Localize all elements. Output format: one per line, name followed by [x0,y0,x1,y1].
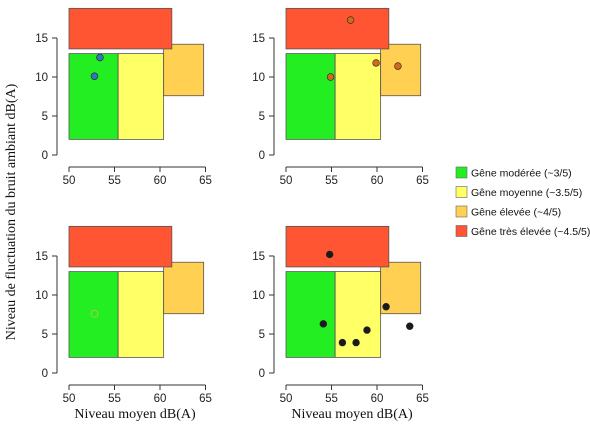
x-tick-label: 55 [325,175,338,187]
data-point [394,62,402,70]
legend-label: Gêne moyenne (~3.5/5) [471,187,582,199]
y-tick-label: 5 [259,111,265,123]
zone-moderate [285,271,336,358]
zone-high [163,261,205,315]
x-tick-label: 60 [154,175,167,187]
legend-swatch [455,225,468,237]
legend-swatch [455,166,468,179]
panel-top-left: 50 55 60 65 0 5 10 15 [35,7,212,187]
legend-swatch [455,186,468,198]
legend: Gêne modérée (~3/5) Gêne moyenne (~3.5/5)… [455,166,590,238]
legend-label: Gêne élevée (~4/5) [471,207,561,219]
panel-bottom-left: 50 55 60 65 0 5 10 15 [35,225,212,405]
x-tick-label: 50 [280,393,293,405]
x-axis-label-right: Niveau moyen dB(A) [291,407,413,422]
x-tick-label: 55 [108,175,121,187]
y-tick-label: 10 [35,290,48,302]
zone-veryhigh [68,225,173,268]
y-tick-label: 0 [42,150,48,162]
data-point [90,72,99,80]
x-axis-label-left: Niveau moyen dB(A) [74,407,196,422]
data-point [325,250,334,259]
x-tick-label: 55 [108,393,121,405]
y-tick-label: 15 [35,251,48,263]
data-point [90,309,99,318]
y-tick-label: 0 [259,368,265,380]
y-tick-label: 5 [259,329,265,341]
zone-moderate [68,53,119,140]
panel-top-right: 50 55 60 65 0 5 10 15 [252,7,429,187]
zone-veryhigh [285,7,390,50]
data-point [363,326,371,334]
x-tick-label: 65 [199,175,212,187]
y-tick-label: 10 [35,72,48,84]
data-point [406,322,414,330]
zone-veryhigh [285,225,390,268]
x-tick-label: 50 [63,393,76,405]
y-tick-label: 0 [259,150,265,162]
data-point [96,53,104,62]
data-point [319,320,328,328]
data-point [346,16,355,24]
x-tick-label: 50 [63,175,76,187]
x-tick-label: 55 [325,393,338,405]
zone-high [163,43,205,97]
data-point [326,73,335,81]
x-tick-label: 50 [280,175,293,187]
y-tick-label: 5 [42,111,48,123]
legend-label: Gêne très élevée (~4.5/5) [471,226,590,238]
y-tick-label: 5 [42,329,48,341]
data-point [382,303,390,311]
zone-veryhigh [68,7,173,50]
x-tick-label: 60 [154,393,167,405]
y-axis-label: Niveau de fluctuation du bruit ambiant d… [4,83,19,340]
x-tick-label: 60 [371,393,384,405]
x-tick-label: 65 [416,393,429,405]
zone-moderate [285,53,336,140]
y-tick-label: 0 [42,368,48,380]
x-tick-label: 60 [371,175,384,187]
y-tick-label: 10 [252,72,265,84]
data-point [338,338,347,347]
legend-swatch [455,205,468,218]
zone-medium [117,271,165,358]
y-tick-label: 10 [252,290,265,302]
panel-bottom-right: 50 55 60 65 0 5 10 15 [252,225,429,405]
zone-high [380,43,422,97]
zone-medium [334,53,382,140]
y-tick-label: 15 [252,251,265,263]
y-tick-label: 15 [35,33,48,45]
x-tick-label: 65 [199,393,212,405]
x-tick-label: 65 [416,175,429,187]
zone-medium [117,53,165,140]
y-tick-label: 15 [252,33,265,45]
data-point [352,338,360,347]
data-point [372,59,380,67]
legend-label: Gêne modérée (~3/5) [471,168,572,180]
zone-moderate [68,271,119,358]
